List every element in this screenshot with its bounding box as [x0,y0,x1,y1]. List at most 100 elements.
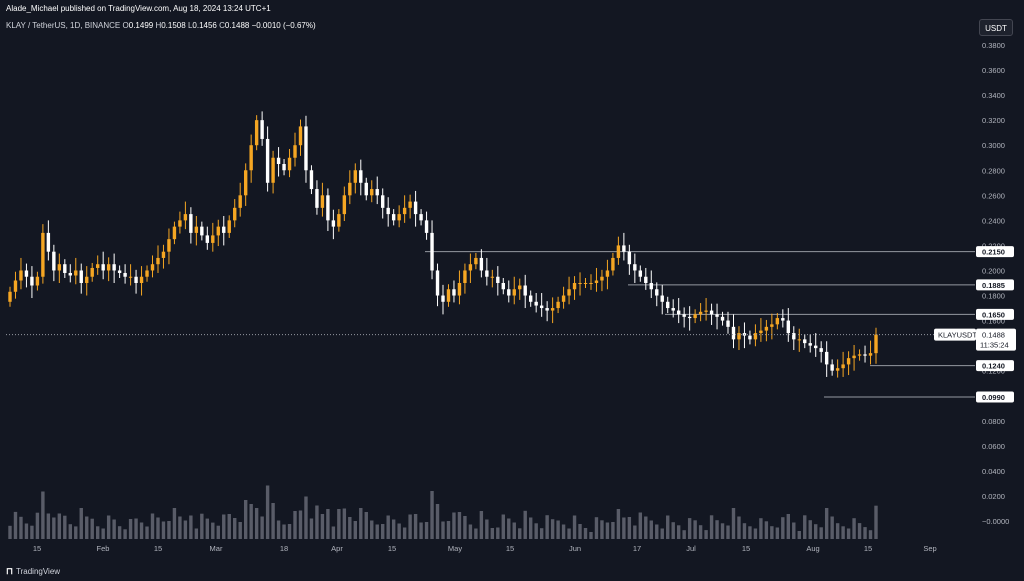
candle-body [24,270,29,277]
volume-bar [572,515,577,539]
volume-bar [139,522,144,539]
candle-body [561,295,566,302]
volume-bar [452,512,456,539]
candle-body [748,335,752,340]
volume-bar [430,491,434,539]
candle-body [419,214,423,221]
candle-body [172,226,177,240]
y-tick-label: 0.1800 [982,292,1005,301]
volume-bar [30,525,34,539]
candle-body [74,270,78,276]
candle-body [528,295,533,302]
volume-bar [216,525,220,539]
candle-body [342,195,347,215]
candle-body [211,235,215,243]
volume-bar [293,511,297,539]
volume-bar [249,504,253,539]
volume-bar [770,526,774,539]
x-tick-label: 15 [154,544,162,553]
volume-bar [446,521,451,539]
candle-body [222,226,226,233]
volume-bar [74,526,78,539]
candle-body [364,182,368,196]
candle-body [391,214,396,221]
volume-bar [830,516,834,539]
volume-bar [786,514,791,539]
y-tick-label: 0.3400 [982,91,1005,100]
candle-body [200,226,204,236]
volume-bar [474,528,478,539]
volume-bar [402,527,407,539]
candle-body [178,220,182,227]
volume-bar [507,518,511,539]
level-tag-label: 0.1650 [982,310,1005,319]
volume-bar [545,515,549,539]
currency-unit-button[interactable]: USDT [979,19,1013,36]
candle-body [507,289,511,296]
candle-body [57,264,62,271]
volume-bar [24,523,29,539]
volume-bar [386,515,390,539]
candle-body [46,232,51,252]
tradingview-logo-icon: ⊓ [6,566,14,576]
candle-body [161,251,166,258]
volume-bar [638,512,643,539]
level-tag-label: 0.2150 [982,248,1005,257]
volume-bar [79,508,83,539]
volume-bar [183,520,188,539]
volume-bar [594,517,599,539]
x-tick-label: Apr [331,544,343,553]
y-tick-label: 0.3600 [982,66,1005,75]
candle-body [534,301,538,306]
volume-bar [605,522,610,539]
volume-bar [342,508,347,539]
volume-bar [501,514,505,539]
volume-bar [556,520,560,539]
volume-bar [359,508,363,539]
volume-bar [671,522,675,539]
candle-body [655,289,659,296]
candle-body [687,316,692,319]
candle-body [216,226,220,236]
volume-bar [720,523,725,539]
volume-bar [824,508,829,539]
volume-bar [68,524,72,539]
volume-bar [627,517,632,539]
volume-bar [222,514,226,539]
volume-bar [117,526,122,539]
candle-body [156,257,160,265]
candle-body [523,285,527,296]
candle-body [435,270,440,296]
volume-bar [63,515,67,539]
candle-body [545,308,549,311]
volume-bar [731,508,736,539]
volume-bar [485,519,489,539]
candle-body [112,264,116,271]
volume-bar [583,528,588,539]
volume-bar [797,531,801,539]
volume-bar [693,520,697,539]
volume-bar [326,509,330,539]
y-tick-label: 0.3000 [982,141,1005,150]
candle-body [605,270,610,277]
y-tick-label: 0.2400 [982,216,1005,225]
candle-body [402,207,407,215]
volume-bar [265,485,270,539]
candle-body [512,289,516,296]
candle-body [282,164,286,171]
candle-body [19,270,23,281]
candle-body [30,276,34,286]
time-axis[interactable]: 15 Feb 15 Mar 18 Apr 15 May 15 Jun 17 Jul 15 Aug 15 Sep [33,544,937,553]
candle-body [52,251,56,271]
y-tick-label: 0.0600 [982,442,1005,451]
candle-body [698,311,703,315]
volume-bar [781,517,785,539]
candle-body [397,214,401,221]
volume-bar [512,522,516,539]
candle-body [600,276,604,281]
candle-body [693,314,697,319]
volume-bar [523,510,527,539]
symbol-name[interactable]: KLAY / TetherUS, 1D, BINANCE [6,21,121,30]
